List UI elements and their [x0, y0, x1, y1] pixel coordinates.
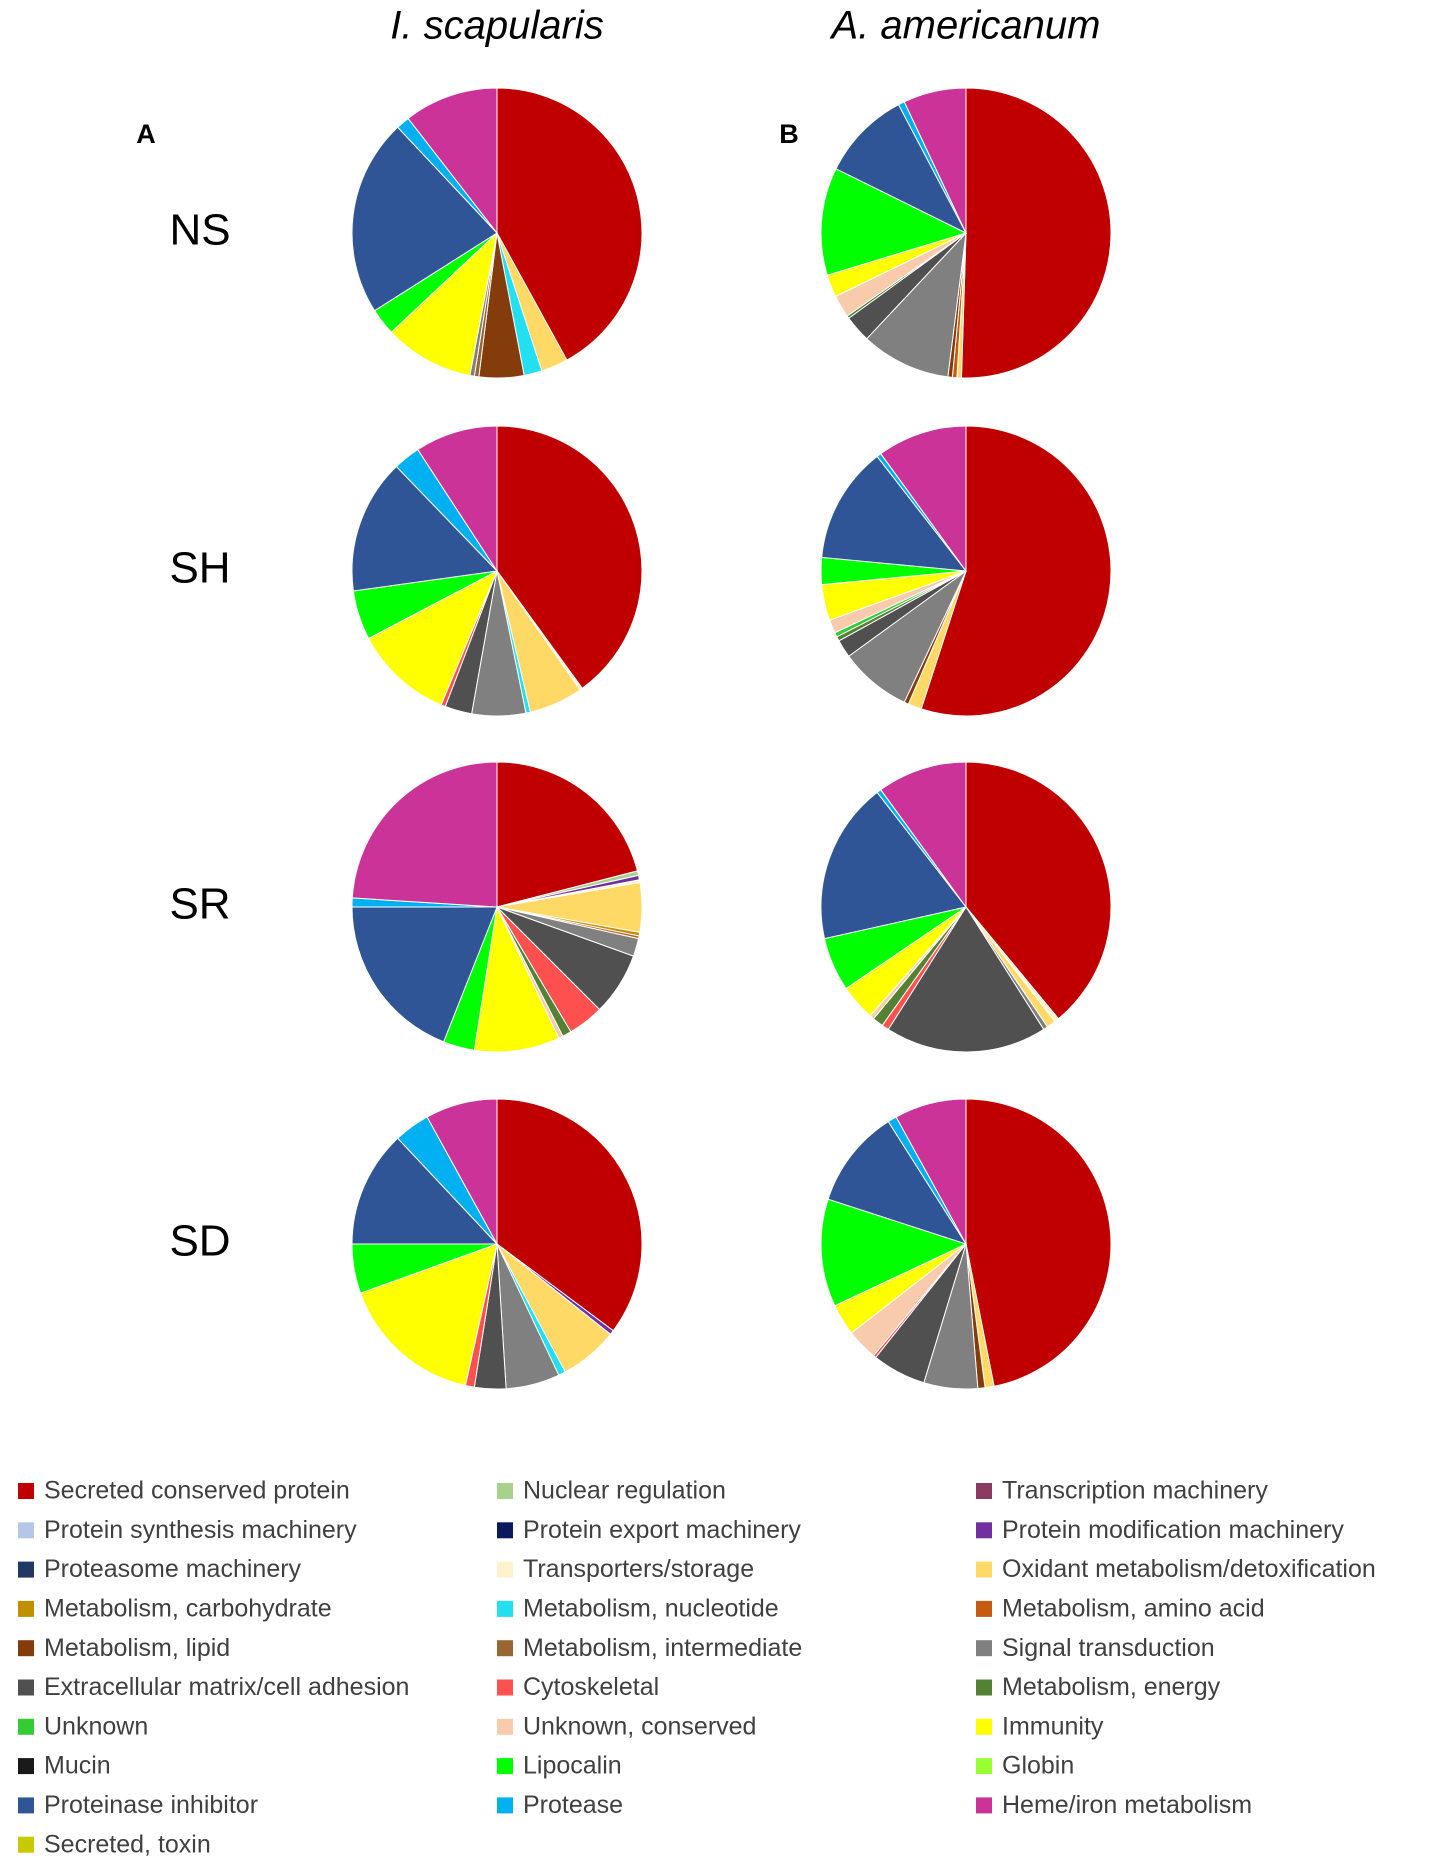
pie-slice [827, 1120, 968, 1245]
legend-label: Oxidant metabolism/detoxification [1002, 1555, 1376, 1583]
legend-swatch [976, 1679, 992, 1696]
pie-slice [407, 87, 498, 235]
legend-swatch [18, 1718, 34, 1735]
pie-slice [496, 761, 639, 908]
legend-swatch [497, 1758, 513, 1775]
legend-swatch [497, 1561, 513, 1578]
legend-swatch [976, 1718, 992, 1735]
legend-swatch [18, 1836, 34, 1853]
legend-label: Lipocalin [523, 1752, 622, 1780]
pie-slice [351, 126, 498, 312]
legend-swatch [18, 1483, 34, 1499]
pie-slice [835, 103, 968, 235]
legend-swatch [497, 1797, 513, 1814]
column-title: A. americanum [830, 4, 1101, 48]
legend-label: Metabolism, carbohydrate [44, 1595, 332, 1623]
legend-swatch [976, 1640, 992, 1657]
legend-swatch [18, 1561, 34, 1578]
legend-label: Metabolism, amino acid [1002, 1595, 1265, 1623]
legend-swatch [976, 1522, 992, 1539]
pie-slice [903, 87, 967, 234]
legend-label: Proteinase inhibitor [44, 1791, 258, 1819]
legend-swatch [497, 1640, 513, 1657]
pie-slice [965, 761, 1112, 1020]
legend-label: Protein export machinery [523, 1516, 801, 1544]
pie-slice [887, 906, 1045, 1053]
legend-label: Unknown, conserved [523, 1712, 756, 1740]
legend-swatch [18, 1640, 34, 1657]
legend-swatch [976, 1483, 992, 1499]
legend-label: Protease [523, 1791, 623, 1819]
legend-label: Protein synthesis machinery [44, 1516, 357, 1544]
pie-slice [866, 231, 967, 378]
legend-label: Metabolism, nucleotide [523, 1595, 779, 1623]
pie-slice [820, 1198, 968, 1307]
pie-slice [960, 87, 1112, 379]
pie-slice [895, 1098, 967, 1245]
pie-slice [880, 425, 967, 573]
legend-label: Metabolism, lipid [44, 1634, 230, 1662]
pie-slice [820, 791, 967, 940]
panel-label: B [779, 119, 799, 149]
legend-label: Signal transduction [1002, 1634, 1215, 1662]
pie-slice [359, 1243, 498, 1387]
pie-slice [496, 1098, 643, 1332]
legend-label: Metabolism, intermediate [523, 1634, 802, 1662]
pie-slice [920, 425, 1112, 717]
legend-swatch [976, 1797, 992, 1814]
legend-swatch [976, 1758, 992, 1775]
legend-label: Secreted conserved protein [44, 1477, 350, 1505]
legend-swatch [497, 1718, 513, 1735]
legend-label: Globin [1002, 1752, 1074, 1780]
pie-slice [351, 906, 498, 1043]
pie-slice [820, 168, 968, 276]
legend-label: Secreted, toxin [44, 1830, 211, 1858]
legend-swatch [497, 1600, 513, 1617]
legend-label: Metabolism, energy [1002, 1673, 1221, 1701]
legend-label: Protein modification machinery [1002, 1516, 1344, 1544]
row-label: SH [169, 544, 230, 593]
pie-slice [496, 87, 643, 361]
pie-slice [390, 231, 498, 377]
pie-slice [473, 905, 560, 1053]
legend-label: Immunity [1002, 1712, 1104, 1740]
legend-label: Heme/iron metabolism [1002, 1791, 1252, 1819]
legend-swatch [497, 1483, 513, 1499]
pie-slice [821, 455, 968, 572]
legend-label: Transporters/storage [523, 1555, 754, 1583]
panel-label: A [136, 119, 156, 149]
legend-label: Nuclear regulation [523, 1477, 726, 1505]
row-label: SD [169, 1217, 230, 1266]
pie-slice [426, 1098, 498, 1245]
legend-swatch [497, 1522, 513, 1539]
pie-slice [351, 465, 499, 592]
legend-label: Extracellular matrix/cell adhesion [44, 1673, 409, 1701]
column-title: I. scapularis [390, 4, 603, 48]
pie-slice [351, 1137, 499, 1245]
row-label: SR [169, 880, 230, 929]
pie-slice [351, 761, 498, 908]
row-label: NS [169, 206, 230, 255]
pie-slice [367, 569, 498, 706]
legend-swatch [18, 1522, 34, 1539]
legend-label: Unknown [44, 1712, 148, 1740]
legend-label: Cytoskeletal [523, 1673, 659, 1701]
legend-label: Proteasome machinery [44, 1555, 302, 1583]
legend-swatch [18, 1600, 34, 1617]
pie-slice [496, 425, 643, 690]
legend-label: Transcription machinery [1002, 1477, 1268, 1505]
legend-swatch [976, 1561, 992, 1578]
pie-slice [880, 761, 967, 909]
legend-swatch [18, 1679, 34, 1696]
legend-swatch [18, 1758, 34, 1775]
legend-label: Mucin [44, 1752, 111, 1780]
pie-slice [417, 425, 498, 573]
legend-swatch [18, 1797, 34, 1814]
legend-swatch [497, 1679, 513, 1696]
pie-slice [965, 1098, 1112, 1387]
legend-swatch [976, 1600, 992, 1617]
